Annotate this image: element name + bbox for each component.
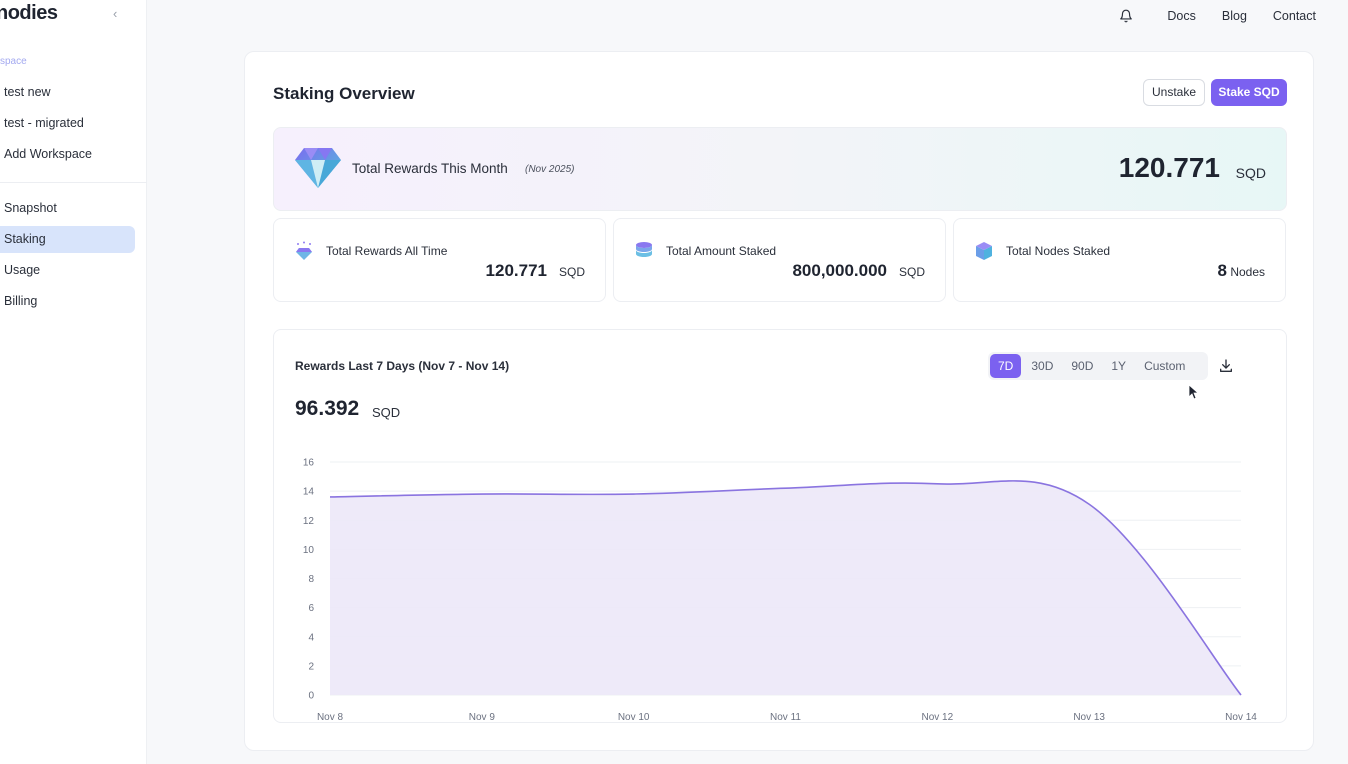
staking-overview-card: Staking Overview Unstake Stake SQD Total… xyxy=(244,51,1314,751)
chart-total-value: 96.392 xyxy=(295,397,360,420)
y-tick-label: 14 xyxy=(303,487,315,498)
stat-label: Total Nodes Staked xyxy=(1006,244,1111,258)
range-90d-button[interactable]: 90D xyxy=(1071,359,1094,373)
x-tick-label: Nov 13 xyxy=(1073,712,1105,720)
workspace-item-test-new[interactable]: test new xyxy=(4,85,51,99)
nav-link-contact[interactable]: Contact xyxy=(1272,9,1316,23)
range-7d-button[interactable]: 7D xyxy=(990,354,1022,378)
add-workspace-button[interactable]: Add Workspace xyxy=(4,147,93,161)
sidebar-item-usage[interactable]: Usage xyxy=(4,263,41,277)
y-tick-label: 6 xyxy=(308,603,314,614)
top-nav: Docs Blog Contact xyxy=(1119,8,1316,24)
stat-label: Total Amount Staked xyxy=(666,244,777,258)
workspace-section-label: space xyxy=(0,56,27,67)
y-tick-label: 4 xyxy=(308,632,314,643)
sidebar-item-staking[interactable]: Staking xyxy=(0,226,135,253)
chart-total-unit: SQD xyxy=(372,405,401,420)
stat-card-total-nodes: Total Nodes Staked 8 Nodes xyxy=(953,218,1286,302)
rewards-chart-card: Rewards Last 7 Days (Nov 7 - Nov 14) 96.… xyxy=(273,329,1287,723)
gem-icon xyxy=(296,241,312,260)
y-tick-label: 0 xyxy=(308,691,314,702)
workspace-item-test-migrated[interactable]: test - migrated xyxy=(4,116,84,130)
stat-value: 120.771 xyxy=(485,261,547,280)
monthly-rewards-value: 120.771 xyxy=(1118,152,1220,183)
stat-unit: SQD xyxy=(558,265,585,279)
y-tick-label: 16 xyxy=(303,458,315,469)
sidebar-divider xyxy=(0,182,147,183)
stake-sqd-button[interactable]: Stake SQD xyxy=(1211,79,1287,106)
x-tick-label: Nov 10 xyxy=(618,712,650,720)
sidebar-item-snapshot[interactable]: Snapshot xyxy=(4,201,57,215)
monthly-rewards-label: Total Rewards This Month xyxy=(352,161,508,176)
stat-label: Total Rewards All Time xyxy=(326,244,448,258)
mouse-cursor-icon xyxy=(1189,385,1199,400)
stat-unit: Nodes xyxy=(1230,265,1265,279)
database-icon xyxy=(636,242,652,257)
monthly-rewards-banner: Total Rewards This Month (Nov 2025) 120.… xyxy=(273,127,1287,211)
bell-icon[interactable] xyxy=(1119,9,1133,23)
rewards-area-chart: 0 2 4 6 8 10 12 14 16 Nov 8 Nov 9 Nov 10 Nov 11 Nov 1… xyxy=(303,458,1257,721)
monthly-rewards-unit: SQD xyxy=(1235,165,1266,181)
unstake-button[interactable]: Unstake xyxy=(1143,79,1205,106)
download-icon[interactable] xyxy=(1218,358,1234,374)
collapse-sidebar-icon[interactable]: ‹ xyxy=(113,6,118,21)
x-tick-label: Nov 12 xyxy=(921,712,953,720)
series-line xyxy=(329,480,1242,696)
app-logo[interactable]: nodies xyxy=(0,2,58,24)
y-tick-label: 8 xyxy=(308,574,314,585)
sidebar-item-billing[interactable]: Billing xyxy=(4,294,38,308)
y-tick-label: 12 xyxy=(303,516,315,527)
y-tick-label: 10 xyxy=(303,545,315,556)
range-30d-button[interactable]: 30D xyxy=(1031,359,1054,373)
x-tick-label: Nov 14 xyxy=(1225,712,1257,720)
series-area xyxy=(330,480,1241,695)
x-tick-label: Nov 11 xyxy=(770,712,801,720)
y-tick-label: 2 xyxy=(308,661,314,672)
stat-value: 800,000.000 xyxy=(792,261,887,280)
range-1y-button[interactable]: 1Y xyxy=(1111,359,1127,373)
nav-link-blog[interactable]: Blog xyxy=(1221,9,1247,23)
stat-card-total-staked: Total Amount Staked 800,000.000 SQD xyxy=(613,218,946,302)
monthly-rewards-period: (Nov 2025) xyxy=(525,164,575,175)
chart-title: Rewards Last 7 Days (Nov 7 - Nov 14) xyxy=(295,359,510,373)
stat-card-total-rewards: Total Rewards All Time 120.771 SQD xyxy=(273,218,606,302)
x-tick-label: Nov 8 xyxy=(317,712,344,720)
nav-link-docs[interactable]: Docs xyxy=(1167,9,1196,23)
x-tick-label: Nov 9 xyxy=(469,712,496,720)
range-selector: 7D 30D 90D 1Y Custom xyxy=(988,352,1208,380)
cube-icon xyxy=(976,242,992,260)
stat-value: 8 xyxy=(1217,261,1227,280)
stat-unit: SQD xyxy=(898,265,925,279)
range-custom-button[interactable]: Custom xyxy=(1144,359,1186,373)
sidebar: nodies ‹ space test new test - migrated … xyxy=(0,0,147,764)
diamond-icon xyxy=(295,148,341,188)
page-title: Staking Overview xyxy=(273,84,415,103)
